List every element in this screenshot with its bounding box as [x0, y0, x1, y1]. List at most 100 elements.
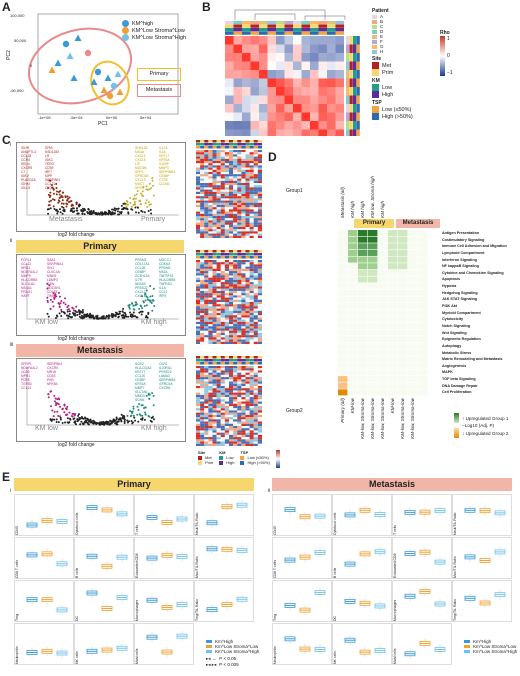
heat-cell [245, 439, 250, 442]
heat-cell [237, 196, 242, 199]
heat-cell [245, 187, 250, 190]
heat-cell [196, 437, 201, 440]
heat-cell [216, 174, 221, 177]
heat-cell [200, 293, 205, 296]
heat-cell [245, 227, 250, 230]
pca-point [74, 34, 82, 41]
heat-cell [241, 194, 246, 197]
heat-cell [257, 366, 262, 369]
volcano-point [101, 316, 104, 319]
heat-cell [224, 434, 229, 438]
heat-annot [208, 253, 213, 256]
heat-cell [241, 328, 246, 331]
heat-cell [224, 163, 229, 166]
d-heat-cell [368, 230, 378, 237]
patient-label: G [380, 44, 384, 49]
correlation-cell [233, 121, 242, 130]
heat-cell [216, 176, 221, 179]
heat-cell [196, 377, 201, 380]
volcano-point [133, 202, 136, 205]
heat-annot [204, 256, 209, 259]
heat-cell [204, 273, 209, 276]
volcano-point [78, 310, 81, 313]
heat-cell [204, 341, 209, 344]
annotation-cell [293, 28, 302, 32]
heat-cell [241, 419, 246, 422]
e-met-legend: Km^High Km^Low Stroma^Low Km^Low Stroma^… [464, 639, 517, 654]
annotation-cell [353, 78, 357, 87]
d-heat-cell [378, 336, 388, 343]
heat-cell [233, 381, 238, 384]
heat-cell [229, 152, 234, 155]
correlation-cell [293, 112, 302, 121]
panel-label-b: B [202, 0, 211, 14]
d-heat-cell [418, 256, 428, 263]
volcano-point [153, 305, 156, 308]
heat-cell [200, 370, 205, 373]
heat-cell [208, 264, 213, 267]
heat-cell [245, 189, 250, 192]
d-top-col-label: KM low, Stroma high [370, 175, 375, 218]
heat-cell [220, 271, 225, 274]
d-heat-cell [388, 349, 398, 356]
heat-cell [208, 326, 213, 329]
heat-cell [257, 370, 262, 373]
heat-cell [241, 414, 246, 418]
heat-cell [220, 370, 225, 373]
correlation-cell [301, 87, 310, 96]
heat-annot [196, 362, 201, 365]
volcano-point [64, 297, 67, 300]
heat-cell [212, 408, 217, 411]
e-boxplot: Cytotoxic cells [332, 494, 392, 536]
heat-cell [216, 370, 221, 373]
heat-annot [257, 140, 262, 143]
heat-cell [241, 222, 246, 225]
heat-cell [216, 430, 221, 433]
heat-cell [200, 158, 205, 161]
annotation-cell [353, 53, 357, 62]
volcano-point [81, 212, 84, 215]
d-bottom-col-label: KM-low, Stroma-low [360, 398, 365, 439]
heat-cell [257, 191, 262, 194]
heat-cell [216, 163, 221, 166]
heat-cell [249, 174, 254, 177]
x-axis-label: PC1 [98, 121, 108, 127]
correlation-cell [318, 36, 327, 45]
volcano-point [66, 306, 69, 309]
correlation-cell [233, 44, 242, 53]
volcano-point [121, 310, 124, 313]
heat-cell [245, 209, 250, 212]
heat-cell [196, 279, 201, 283]
d-heat-cell [348, 256, 358, 263]
heat-cell [216, 419, 221, 422]
heat-annot [212, 143, 217, 146]
heat-cell [241, 337, 246, 340]
volcano-point [132, 197, 135, 200]
volcano-point [68, 196, 71, 199]
heat-cell [233, 174, 238, 177]
heat-annot [229, 356, 234, 359]
heat-cell [216, 286, 221, 289]
heat-cell [204, 401, 209, 404]
heat-cell [216, 330, 221, 333]
heat-cell [196, 227, 201, 230]
pca-point [100, 86, 108, 93]
heat-annot [253, 256, 258, 259]
annotation-cell [356, 95, 360, 104]
volcano-point [54, 317, 57, 320]
heat-cell [196, 319, 201, 322]
heat-cell [257, 397, 262, 400]
heat-cell [208, 235, 213, 238]
heat-cell [233, 339, 238, 342]
heat-cell [220, 213, 225, 216]
d-top-col-label: KM high [380, 201, 385, 218]
heat-cell [220, 196, 225, 199]
heat-cell [220, 295, 225, 298]
heat-cell [229, 423, 234, 426]
heat-cell [253, 441, 258, 444]
heat-cell [216, 282, 221, 285]
heat-cell [253, 174, 258, 177]
annotation-cell [349, 87, 353, 96]
heat-annot [220, 362, 225, 365]
heat-annot [257, 356, 262, 359]
